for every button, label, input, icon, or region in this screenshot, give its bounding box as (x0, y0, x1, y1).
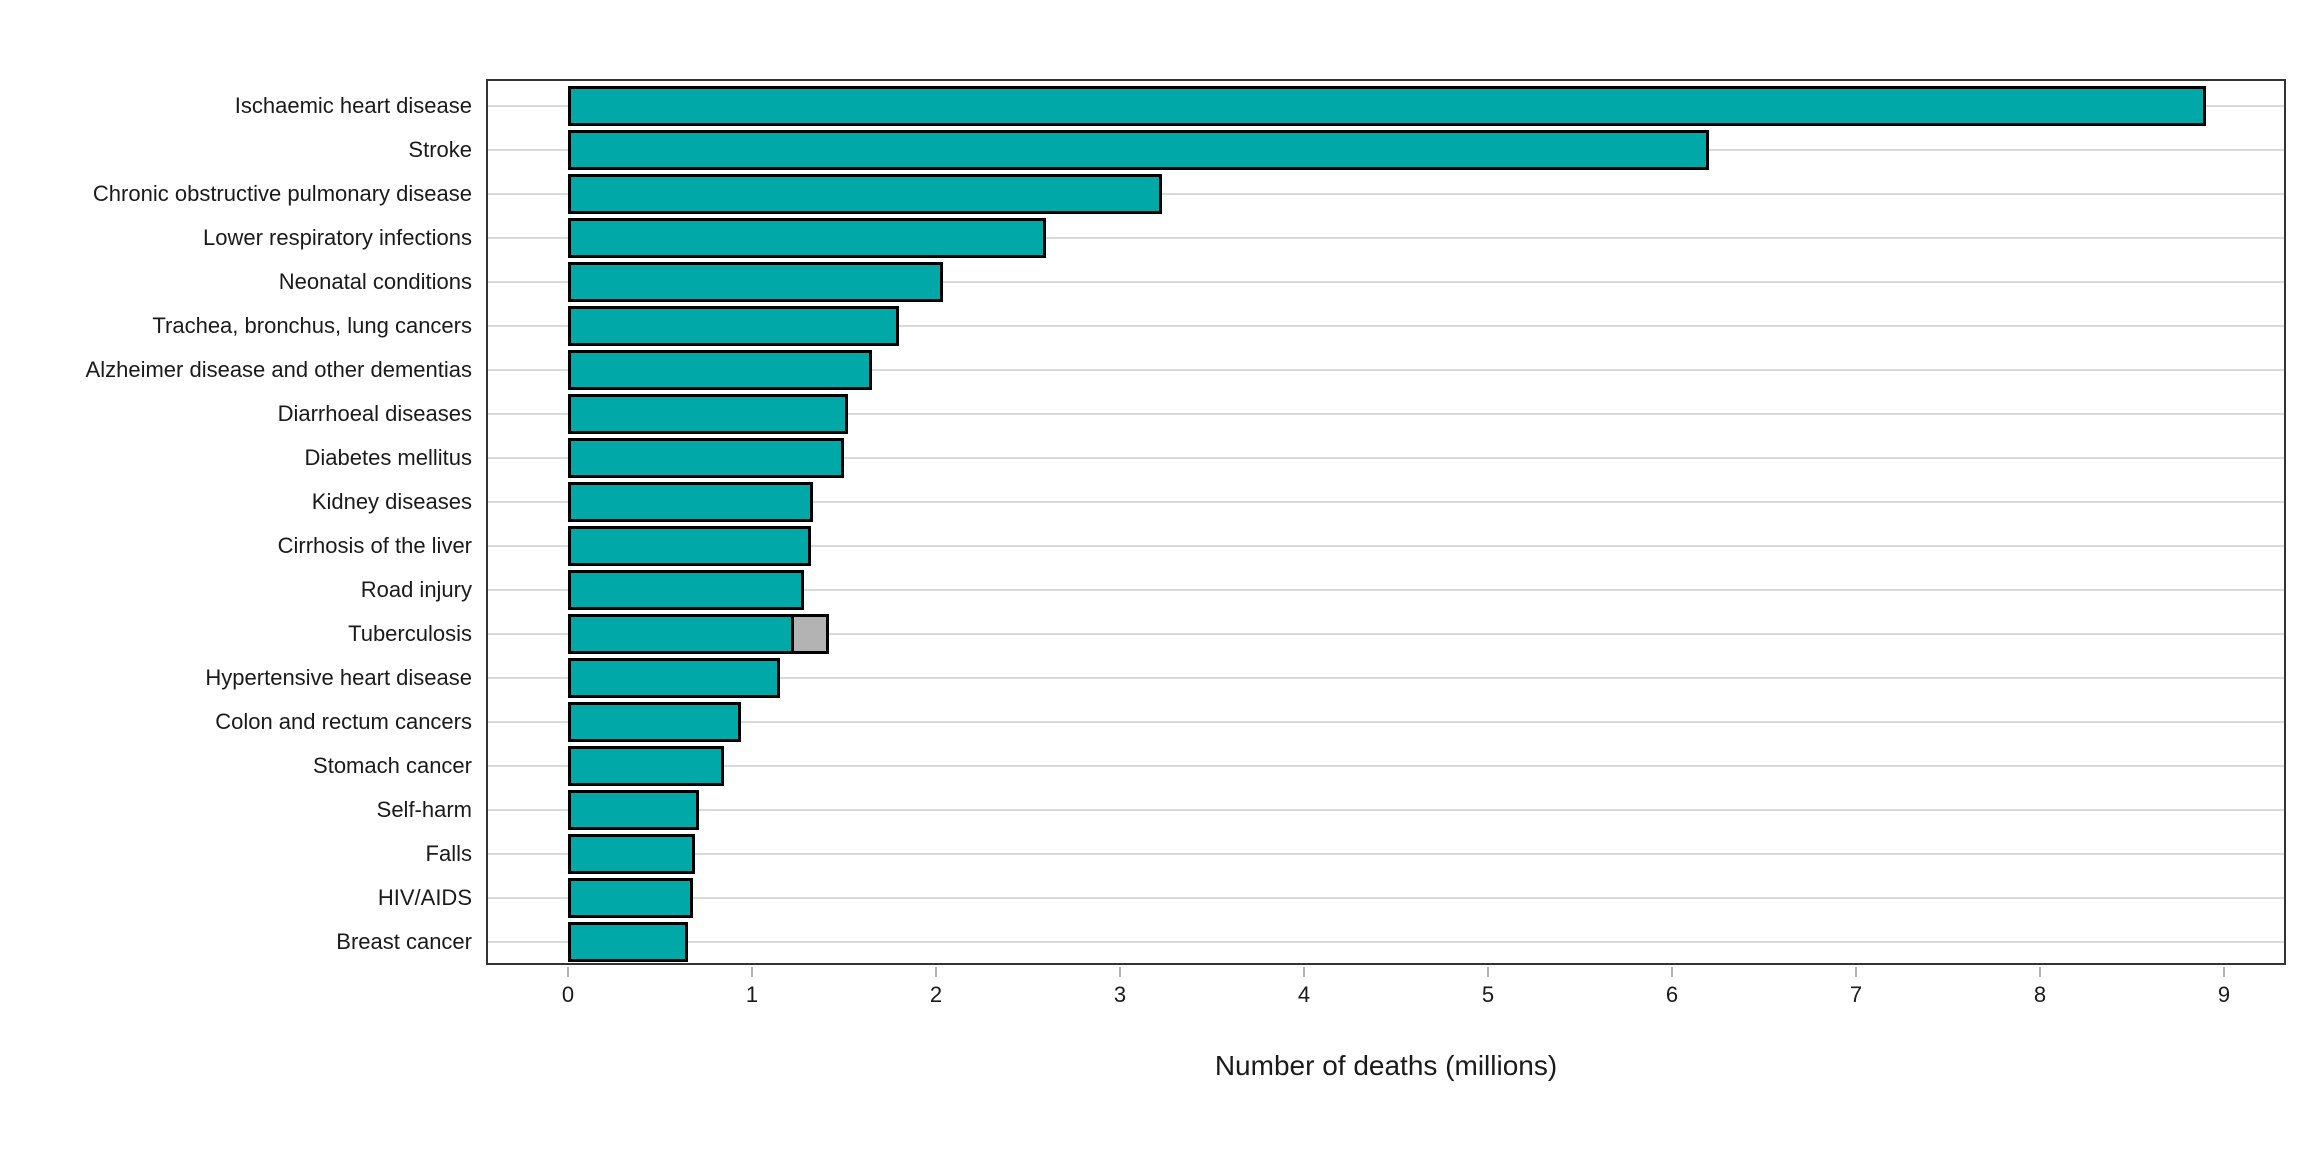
x-tick-label: 1 (745, 982, 759, 1007)
x-tick-label: 5 (1481, 982, 1495, 1007)
category-gridline (488, 853, 2284, 855)
x-tick-mark (567, 967, 569, 977)
x-tick-mark (751, 967, 753, 977)
category-label: Tuberculosis (348, 621, 472, 646)
bar-colon-and-rectum-cancers (568, 702, 741, 742)
category-gridline (488, 633, 2284, 635)
bar-kidney-diseases (568, 482, 813, 522)
bar-tuberculosis (568, 614, 829, 654)
x-tick-label: 7 (1849, 982, 1863, 1007)
bar-breast-cancer (568, 922, 688, 962)
x-tick-label: 2 (929, 982, 943, 1007)
category-gridline (488, 677, 2284, 679)
category-label: Stroke (408, 137, 472, 162)
category-label: Hypertensive heart disease (205, 665, 472, 690)
category-gridline (488, 501, 2284, 503)
x-tick-mark (2223, 967, 2225, 977)
category-label: HIV/AIDS (377, 885, 472, 910)
bar-trachea-bronchus-lung-cancers (568, 306, 899, 346)
bar-ischaemic-heart-disease (568, 86, 2206, 126)
bar-diabetes-mellitus (568, 438, 844, 478)
bar-hypertensive-heart-disease (568, 658, 780, 698)
x-tick-label: 9 (2217, 982, 2231, 1007)
bar-road-injury (568, 570, 804, 610)
category-label: Diarrhoeal diseases (277, 401, 472, 426)
bar-cirrhosis-of-the-liver (568, 526, 811, 566)
category-gridline (488, 237, 2284, 239)
bar-lower-respiratory-infections (568, 218, 1046, 258)
x-tick-label: 3 (1113, 982, 1127, 1007)
category-gridline (488, 413, 2284, 415)
category-label: Cirrhosis of the liver (277, 533, 472, 558)
category-gridline (488, 281, 2284, 283)
category-gridline (488, 897, 2284, 899)
category-label: Trachea, bronchus, lung cancers (152, 313, 472, 338)
category-label: Kidney diseases (311, 489, 472, 514)
x-tick-label: 0 (561, 982, 575, 1007)
category-label: Falls (425, 841, 472, 866)
x-tick-label: 8 (2033, 982, 2047, 1007)
x-tick-mark (1855, 967, 1857, 977)
category-gridline (488, 721, 2284, 723)
x-axis-title: Number of deaths (millions) (1214, 1050, 1558, 1081)
bar-diarrhoeal-diseases (568, 394, 848, 434)
bar-hiv-aids (568, 878, 693, 918)
category-label: Ischaemic heart disease (234, 93, 472, 118)
bar-alzheimer-disease-and-other-dementias (568, 350, 872, 390)
category-label: Road injury (360, 577, 472, 602)
category-label: Chronic obstructive pulmonary disease (92, 181, 472, 206)
category-gridline (488, 193, 2284, 195)
category-gridline (488, 457, 2284, 459)
x-tick-mark (2039, 967, 2041, 977)
category-gridline (488, 765, 2284, 767)
x-tick-mark (1303, 967, 1305, 977)
x-tick-label: 4 (1297, 982, 1311, 1007)
category-label: Colon and rectum cancers (215, 709, 472, 734)
bar-stomach-cancer (568, 746, 724, 786)
bar-neonatal-conditions (568, 262, 943, 302)
category-label: Stomach cancer (313, 753, 472, 778)
x-tick-mark (1671, 967, 1673, 977)
x-tick-label: 6 (1665, 982, 1679, 1007)
bar-chronic-obstructive-pulmonary-disease (568, 174, 1162, 214)
category-gridline (488, 545, 2284, 547)
category-label: Lower respiratory infections (202, 225, 472, 250)
category-label: Diabetes mellitus (304, 445, 472, 470)
bar-main-segment (571, 617, 794, 651)
plot-area (486, 79, 2286, 965)
bar-stroke (568, 130, 1709, 170)
category-label: Neonatal conditions (278, 269, 472, 294)
category-gridline (488, 369, 2284, 371)
x-tick-mark (1487, 967, 1489, 977)
category-gridline (488, 941, 2284, 943)
bar-self-harm (568, 790, 699, 830)
category-label: Self-harm (376, 797, 472, 822)
category-gridline (488, 325, 2284, 327)
x-tick-mark (1119, 967, 1121, 977)
category-label: Alzheimer disease and other dementias (85, 357, 472, 382)
x-tick-mark (935, 967, 937, 977)
category-gridline (488, 589, 2284, 591)
category-label: Breast cancer (336, 929, 472, 954)
bar-falls (568, 834, 695, 874)
category-gridline (488, 809, 2284, 811)
